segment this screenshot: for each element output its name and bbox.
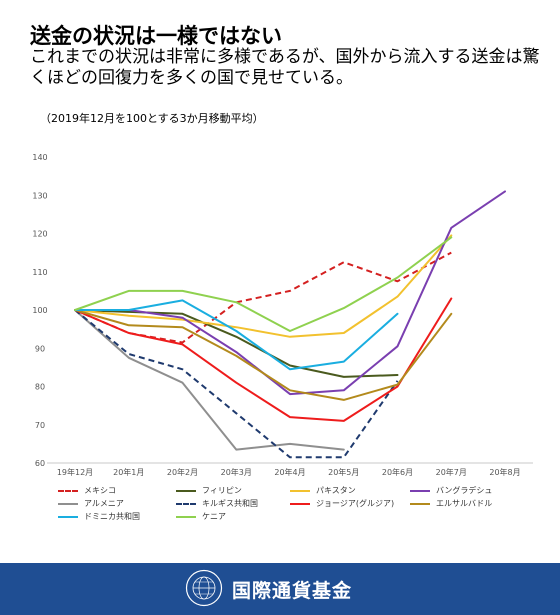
y-tick-label: 80 bbox=[35, 383, 45, 392]
legend-swatch bbox=[410, 502, 430, 505]
legend-label: ドミニカ共和国 bbox=[84, 512, 140, 521]
x-tick-label: 20年5月 bbox=[328, 467, 359, 477]
legend-swatch bbox=[176, 515, 196, 518]
series-line bbox=[74, 309, 399, 459]
legend-label: ジョージア(グルジア) bbox=[316, 499, 395, 508]
legend-item: アルメニア bbox=[58, 498, 124, 509]
legend-swatch bbox=[58, 502, 78, 505]
legend-swatch bbox=[290, 489, 310, 492]
x-tick-label: 19年12月 bbox=[57, 467, 93, 477]
legend-item: バングラデシュ bbox=[410, 485, 492, 496]
x-tick-label: 20年8月 bbox=[489, 467, 520, 477]
series-line bbox=[74, 251, 452, 344]
series-line bbox=[74, 297, 453, 422]
legend-label: パキスタン bbox=[316, 486, 356, 495]
line-chart: 60 70 80 90 100 110 120 130 140 19年12月 20年1月 20年2月 2… bbox=[32, 153, 533, 477]
imf-seal-icon bbox=[185, 569, 223, 607]
legend-label: エルサルバドル bbox=[436, 499, 493, 508]
y-tick-label: 70 bbox=[35, 421, 45, 430]
legend-item: フィリピン bbox=[176, 485, 242, 496]
x-tick-label: 20年1月 bbox=[113, 467, 144, 477]
org-name: 国際通貨基金 bbox=[232, 580, 353, 602]
legend-item: ジョージア(グルジア) bbox=[290, 498, 394, 509]
y-tick-label: 90 bbox=[35, 344, 45, 353]
legend-label: キルギス共和国 bbox=[202, 499, 258, 508]
legend-label: ケニア bbox=[202, 512, 226, 521]
x-tick-label: 20年6月 bbox=[382, 467, 413, 477]
legend-item: メキシコ bbox=[58, 485, 116, 496]
series-line bbox=[74, 299, 399, 371]
x-tick-label: 20年3月 bbox=[221, 467, 252, 477]
legend-label: フィリピン bbox=[202, 486, 242, 495]
page-subtitle: これまでの状況は非常に多様であるが、国外から流入する送金は驚くほどの回復力を多く… bbox=[30, 47, 540, 88]
legend-item: パキスタン bbox=[290, 485, 356, 496]
legend-swatch bbox=[290, 502, 310, 505]
legend-label: バングラデシュ bbox=[436, 486, 493, 495]
legend-swatch bbox=[58, 489, 78, 492]
legend-swatch bbox=[58, 515, 78, 518]
legend-swatch bbox=[176, 502, 196, 505]
series-line bbox=[74, 309, 399, 378]
series-line bbox=[74, 309, 453, 401]
page-title: 送金の状況は一様ではない bbox=[30, 24, 282, 48]
legend-item: ドミニカ共和国 bbox=[58, 511, 140, 522]
y-tick-label: 140 bbox=[32, 153, 47, 162]
y-tick-label: 120 bbox=[32, 230, 47, 239]
legend-label: アルメニア bbox=[84, 499, 124, 508]
chart-note: （2019年12月を100とする3か月移動平均） bbox=[40, 112, 264, 125]
legend-label: メキシコ bbox=[84, 486, 116, 495]
series-line bbox=[74, 190, 506, 396]
legend-swatch bbox=[176, 489, 196, 492]
y-tick-label: 110 bbox=[32, 268, 47, 277]
y-tick-label: 100 bbox=[32, 306, 47, 315]
x-tick-label: 20年7月 bbox=[436, 467, 467, 477]
x-tick-label: 20年2月 bbox=[167, 467, 198, 477]
y-tick-label: 60 bbox=[35, 459, 45, 468]
legend-swatch bbox=[410, 489, 430, 492]
legend-item: キルギス共和国 bbox=[176, 498, 258, 509]
series-line bbox=[74, 236, 453, 332]
series-line bbox=[74, 309, 345, 451]
legend-item: エルサルバドル bbox=[410, 498, 492, 509]
y-tick-label: 130 bbox=[32, 191, 47, 200]
x-tick-label: 20年4月 bbox=[274, 467, 305, 477]
series-line bbox=[74, 234, 453, 338]
footer-bar: 国際通貨基金 bbox=[0, 563, 560, 615]
legend-item: ケニア bbox=[176, 511, 226, 522]
